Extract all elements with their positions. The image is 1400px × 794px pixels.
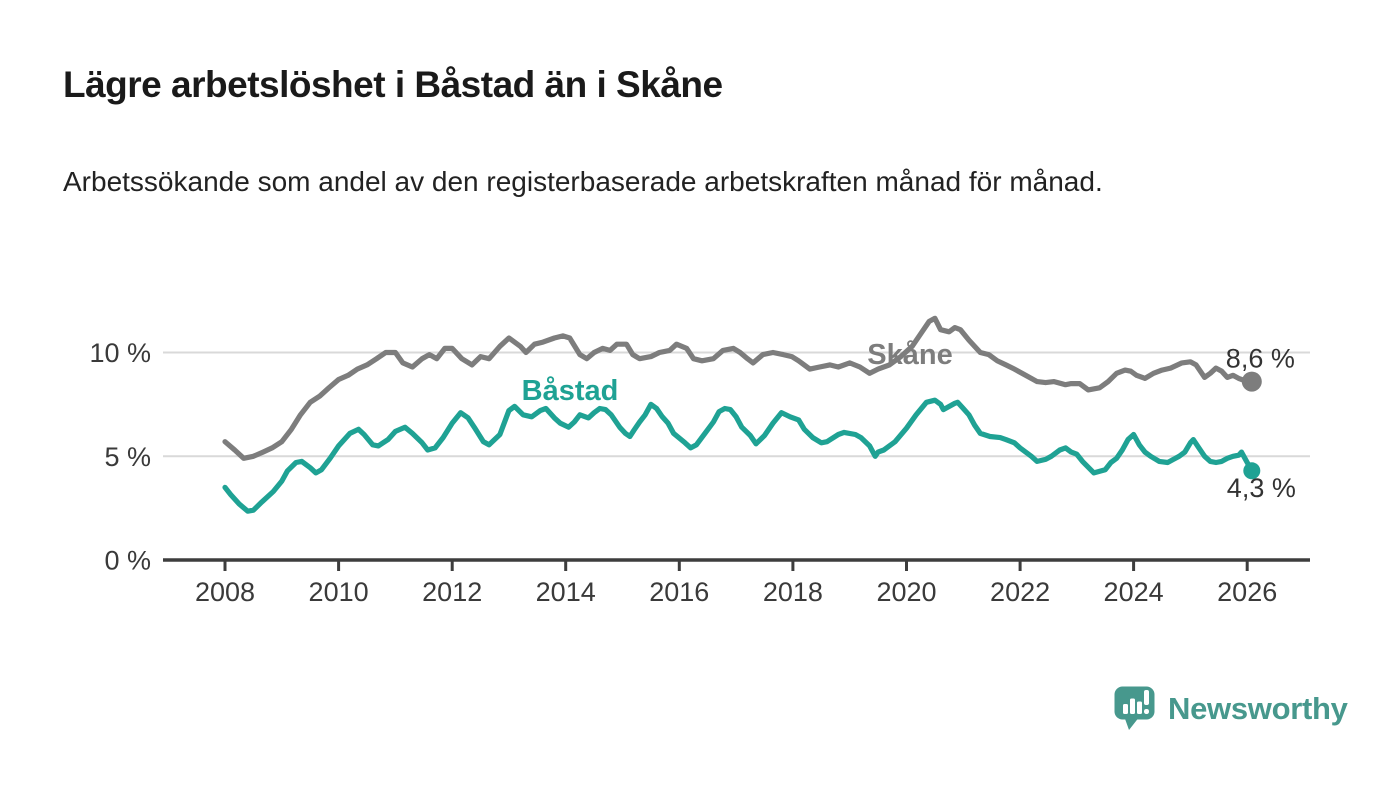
x-tick-label-2024: 2024 bbox=[1104, 577, 1164, 607]
page-subtitle: Arbetssökande som andel av den registerb… bbox=[63, 166, 1103, 197]
series-label-skane: Skåne bbox=[867, 339, 952, 371]
x-tick-label-2014: 2014 bbox=[536, 577, 596, 607]
brand-name: Newsworthy bbox=[1168, 690, 1348, 726]
x-tick-label-2020: 2020 bbox=[876, 577, 936, 607]
x-tick-label-2018: 2018 bbox=[763, 577, 823, 607]
x-tick-label-2026: 2026 bbox=[1217, 577, 1277, 607]
line-series-skane bbox=[222, 315, 1255, 461]
end-value-label-bastad: 4,3 % bbox=[1227, 473, 1296, 503]
x-tick-label-2022: 2022 bbox=[990, 577, 1050, 607]
x-tick-label-2016: 2016 bbox=[649, 577, 709, 607]
page-title: Lägre arbetslöshet i Båstad än i Skåne bbox=[63, 64, 723, 105]
y-tick-label-5pct: 5 % bbox=[104, 442, 151, 472]
newsworthy-branding: Newsworthy bbox=[1114, 686, 1348, 731]
end-value-label-skane: 8,6 % bbox=[1226, 344, 1295, 374]
x-tick-label-2008: 2008 bbox=[195, 577, 255, 607]
series-label-bastad: Båstad bbox=[522, 375, 619, 407]
y-tick-label-0pct: 0 % bbox=[104, 546, 151, 576]
line-series-bastad bbox=[222, 397, 1255, 514]
y-tick-label-10pct: 10 % bbox=[89, 338, 151, 368]
newsworthy-logo-icon bbox=[1114, 686, 1155, 730]
end-dot-bastad bbox=[1243, 462, 1261, 480]
x-tick-label-2012: 2012 bbox=[422, 577, 482, 607]
x-tick-label-2010: 2010 bbox=[309, 577, 369, 607]
end-dot-skane bbox=[1241, 371, 1262, 392]
